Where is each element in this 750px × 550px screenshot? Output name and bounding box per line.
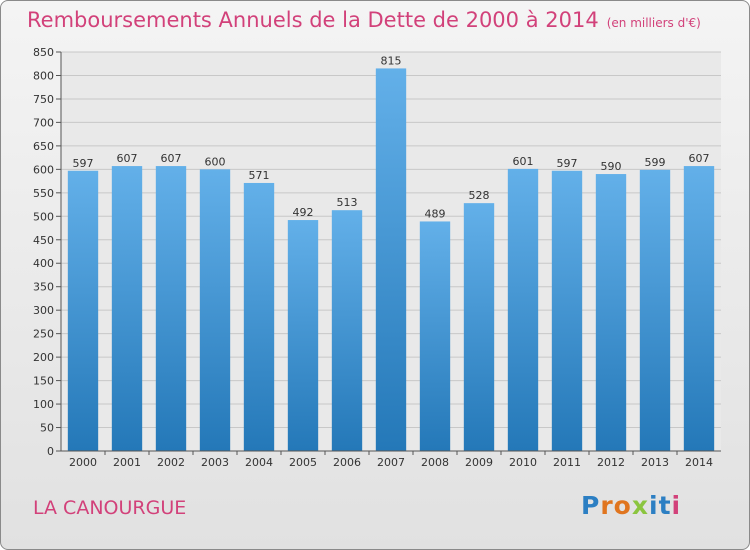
bar-value-label: 597 — [73, 157, 94, 170]
y-tick-label: 400 — [33, 257, 54, 270]
bar — [639, 169, 671, 451]
bar — [243, 182, 275, 451]
bar — [67, 170, 99, 451]
x-tick-label: 2002 — [157, 456, 185, 469]
x-tick-label: 2007 — [377, 456, 405, 469]
bar — [331, 210, 363, 451]
x-tick-label: 2010 — [509, 456, 537, 469]
chart-unit: (en milliers d'€) — [606, 16, 701, 30]
x-tick-label: 2004 — [245, 456, 273, 469]
bar-value-label: 599 — [645, 156, 666, 169]
y-tick-label: 250 — [33, 328, 54, 341]
bar-value-label: 513 — [337, 196, 358, 209]
bar-value-label: 815 — [381, 54, 402, 67]
bar — [375, 68, 407, 451]
bar-value-label: 597 — [557, 157, 578, 170]
bar — [595, 174, 627, 451]
bar — [199, 169, 231, 451]
bar-value-label: 600 — [205, 155, 226, 168]
x-tick-label: 2006 — [333, 456, 361, 469]
proxiti-logo: Proxiti — [581, 491, 681, 520]
y-tick-label: 50 — [40, 422, 54, 435]
logo-letter: x — [631, 491, 649, 520]
bar — [419, 221, 451, 451]
y-tick-label: 100 — [33, 398, 54, 411]
y-tick-label: 150 — [33, 375, 54, 388]
logo-letter: r — [600, 491, 614, 520]
commune-name: LA CANOURGUE — [33, 497, 187, 519]
bar-value-label: 601 — [513, 155, 534, 168]
bar-value-label: 607 — [117, 152, 138, 165]
x-tick-label: 2008 — [421, 456, 449, 469]
bar — [683, 166, 715, 451]
bar — [551, 170, 583, 451]
bar — [111, 166, 143, 451]
x-tick-label: 2011 — [553, 456, 581, 469]
bar-value-label: 607 — [161, 152, 182, 165]
bars: 597 607 607 600 571 492 513 815 489 528 601 597 590 5… — [67, 54, 715, 451]
bar — [287, 220, 319, 451]
y-tick-label: 300 — [33, 304, 54, 317]
y-tick-label: 200 — [33, 351, 54, 364]
chart-title-text: Remboursements Annuels de la Dette de 20… — [27, 8, 599, 32]
y-tick-label: 0 — [47, 445, 54, 458]
bar-value-label: 571 — [249, 169, 270, 182]
y-tick-label: 700 — [33, 116, 54, 129]
y-tick-label: 650 — [33, 140, 54, 153]
bar-value-label: 607 — [689, 152, 710, 165]
y-tick-label: 850 — [33, 46, 54, 59]
bar-value-label: 528 — [469, 189, 490, 202]
bar-value-label: 489 — [425, 207, 446, 220]
x-tick-label: 2005 — [289, 456, 317, 469]
x-tick-label: 2012 — [597, 456, 625, 469]
logo-letter: o — [613, 491, 632, 520]
bar-value-label: 590 — [601, 160, 622, 173]
y-tick-label: 550 — [33, 187, 54, 200]
y-tick-label: 600 — [33, 163, 54, 176]
x-tick-label: 2013 — [641, 456, 669, 469]
logo-letter: t — [658, 491, 672, 520]
logo-letter: i — [649, 491, 659, 520]
x-tick-label: 2009 — [465, 456, 493, 469]
logo-letter: i — [671, 491, 682, 520]
y-tick-label: 350 — [33, 281, 54, 294]
y-tick-label: 450 — [33, 234, 54, 247]
x-tick-label: 2001 — [113, 456, 141, 469]
logo-letter: P — [581, 491, 601, 520]
x-axis: 2000 2001 2002 2003 2004 2005 2006 2007 2008 2009… — [61, 450, 721, 469]
chart-title: Remboursements Annuels de la Dette de 20… — [27, 8, 701, 32]
bar — [463, 203, 495, 451]
bar — [507, 168, 539, 451]
y-tick-label: 500 — [33, 210, 54, 223]
bar-value-label: 492 — [293, 206, 314, 219]
x-tick-label: 2003 — [201, 456, 229, 469]
bar — [155, 166, 187, 451]
x-tick-label: 2014 — [685, 456, 713, 469]
y-tick-label: 800 — [33, 69, 54, 82]
x-tick-label: 2000 — [69, 456, 97, 469]
y-tick-label: 750 — [33, 93, 54, 106]
y-axis: 0 50 100 150 200 250 300 350 400 450 500 550 600 650 7… — [33, 46, 62, 458]
